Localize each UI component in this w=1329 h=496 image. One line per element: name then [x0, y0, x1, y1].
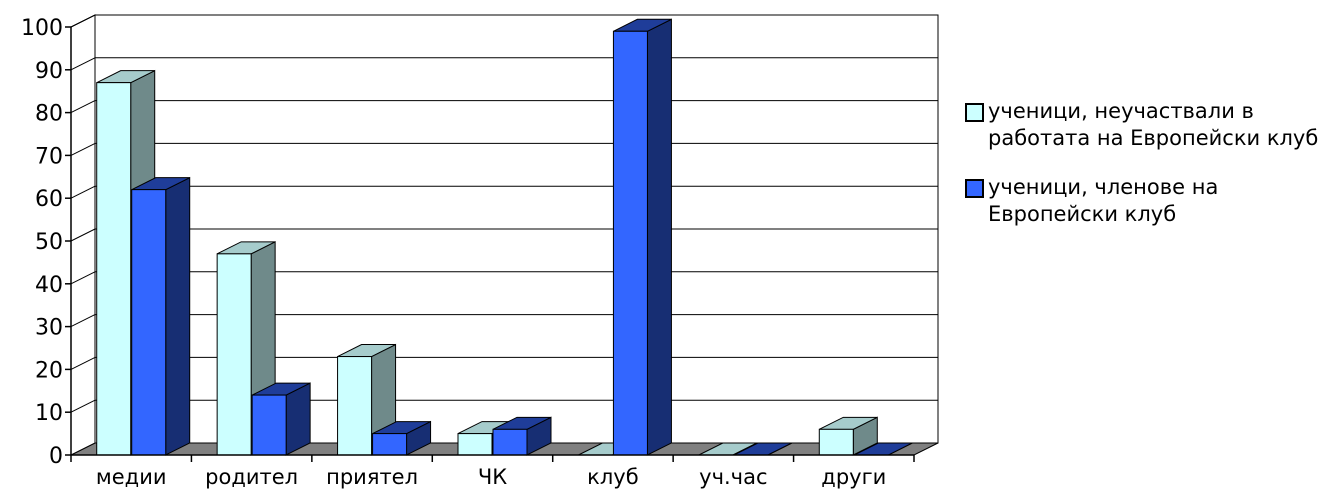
y-tick-label: 50 — [35, 230, 63, 255]
legend-swatch-series-2 — [965, 179, 984, 198]
x-tick-label: клуб — [587, 465, 639, 489]
y-tick-label: 90 — [35, 59, 63, 84]
bar-side — [285, 382, 311, 456]
bar-front — [216, 253, 252, 456]
bar — [818, 416, 878, 456]
legend-swatch-series-1 — [965, 103, 984, 122]
legend-label-series-2: ученици, членове на Европейски клуб — [988, 175, 1219, 226]
bar-series — [96, 18, 913, 456]
bar-side — [165, 176, 191, 456]
bar-front — [96, 82, 132, 456]
gridline-side — [70, 314, 96, 328]
gridline-side — [70, 57, 96, 71]
x-tick-label: други — [821, 465, 886, 489]
legend-item-series-1: ученици, неучаствали в работата на Европ… — [965, 98, 1325, 152]
legend-item-series-2: ученици, членове на Европейски клуб — [965, 174, 1325, 228]
gridline-side — [70, 399, 96, 413]
legend: ученици, неучаствали в работата на Европ… — [965, 98, 1325, 250]
bar-front — [337, 356, 373, 456]
gridline-side — [70, 100, 96, 114]
bar-front — [818, 428, 854, 456]
bar-chart: 0 10 20 30 40 50 60 70 80 90 100 медии родител прият… — [21, 14, 939, 489]
y-tick-label: 70 — [35, 144, 63, 169]
bar — [612, 18, 672, 456]
bar-front — [492, 428, 528, 456]
bar — [492, 416, 552, 456]
x-tick-label: медии — [96, 465, 167, 489]
y-tick-label: 10 — [35, 401, 63, 426]
x-tick-label: приятел — [326, 465, 418, 489]
y-axis-ticks: 0 10 20 30 40 50 60 70 80 90 100 — [21, 16, 71, 469]
gridline-side — [70, 271, 96, 285]
gridline-side — [70, 356, 96, 370]
bar — [131, 176, 191, 456]
y-tick-label: 30 — [35, 316, 63, 341]
bar-front — [131, 189, 167, 456]
chart-walls — [70, 14, 939, 456]
bar — [372, 420, 432, 456]
y-tick-label: 80 — [35, 102, 63, 127]
x-tick-label: родител — [205, 465, 298, 489]
bar-front — [251, 394, 287, 456]
bar — [251, 382, 311, 456]
x-tick-label: ЧК — [478, 465, 507, 489]
bar-side — [646, 18, 672, 456]
y-tick-label: 60 — [35, 187, 63, 212]
legend-label-series-1: ученици, неучаствали в работата на Европ… — [988, 99, 1319, 150]
gridline-side — [70, 14, 96, 28]
gridline-side — [70, 228, 96, 242]
bar-front — [372, 433, 408, 456]
bar-front — [612, 30, 648, 456]
y-tick-label: 0 — [49, 444, 63, 469]
x-axis-ticks: медии родител приятел ЧК клуб уч.час други — [70, 455, 915, 489]
y-tick-label: 20 — [35, 358, 63, 383]
gridline-side — [70, 185, 96, 199]
y-tick-label: 100 — [21, 16, 63, 41]
bar-front — [457, 433, 493, 456]
gridline-side — [70, 142, 96, 156]
x-tick-label: уч.час — [699, 465, 767, 489]
y-tick-label: 40 — [35, 273, 63, 298]
